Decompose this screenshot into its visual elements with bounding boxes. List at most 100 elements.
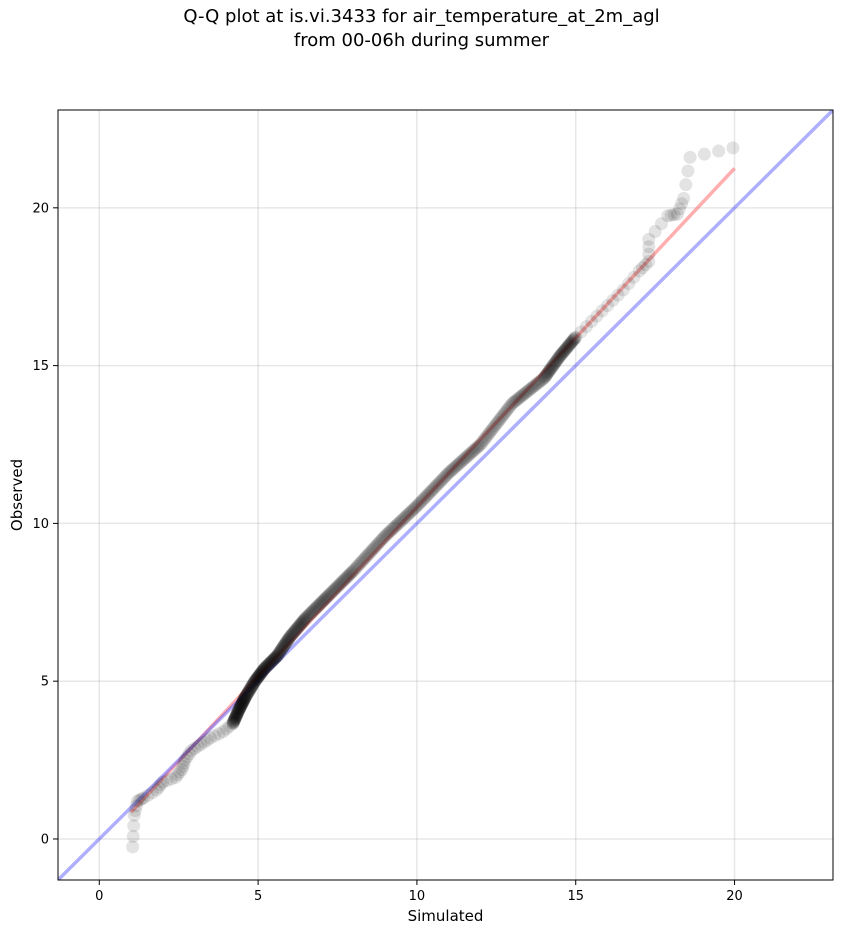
qq-point — [280, 635, 294, 649]
y-tick-label: 0 — [41, 832, 49, 847]
qq-point — [297, 613, 311, 627]
qq-point — [423, 485, 437, 499]
qq-point — [399, 509, 413, 523]
qq-point — [503, 400, 517, 414]
qq-point — [197, 735, 211, 749]
qq-point — [236, 695, 250, 709]
qq-point — [184, 744, 198, 758]
qq-point — [245, 679, 259, 693]
qq-point — [234, 699, 248, 713]
qq-point — [565, 335, 579, 349]
qq-point — [236, 694, 250, 708]
qq-point — [285, 628, 299, 642]
qq-point — [243, 682, 257, 696]
qq-point — [135, 792, 149, 806]
qq-point — [387, 520, 401, 534]
qq-point — [262, 657, 276, 671]
qq-point — [488, 419, 502, 433]
qq-point — [279, 636, 293, 650]
qq-point — [394, 514, 408, 528]
qq-point — [545, 360, 559, 374]
qq-point — [507, 395, 521, 409]
qq-point — [374, 533, 388, 547]
qq-point — [320, 590, 334, 604]
qq-point — [251, 669, 265, 683]
qq-point — [476, 434, 490, 448]
qq-point — [175, 763, 189, 777]
qq-point — [339, 571, 353, 585]
qq-point — [266, 653, 280, 667]
qq-point — [271, 648, 285, 662]
qq-point — [171, 768, 185, 782]
qq-point — [403, 505, 417, 519]
qq-point — [240, 687, 254, 701]
qq-point — [427, 481, 441, 495]
qq-point — [269, 650, 283, 664]
qq-point — [242, 685, 256, 699]
qq-point — [164, 772, 178, 786]
qq-point — [664, 208, 678, 222]
qq-point — [316, 594, 330, 608]
qq-point — [257, 662, 271, 676]
qq-point — [648, 224, 662, 238]
qq-point — [484, 424, 498, 438]
qq-point — [248, 675, 262, 689]
qq-point — [335, 575, 349, 589]
fit-line — [129, 167, 736, 814]
qq-point — [233, 701, 247, 715]
qq-point — [555, 346, 569, 360]
qq-point — [349, 561, 363, 575]
plot-frame — [57, 109, 834, 881]
chart-title: Q-Q plot at is.vi.3433 for air_temperatu… — [183, 6, 660, 27]
qq-point — [324, 586, 338, 600]
qq-point — [233, 700, 247, 714]
qq-point — [434, 474, 448, 488]
qq-point — [542, 365, 556, 379]
qq-point — [239, 689, 253, 703]
qq-point — [274, 643, 288, 657]
qq-point — [558, 343, 572, 357]
qq-point — [421, 488, 435, 502]
qq-point — [230, 708, 244, 722]
qq-point — [569, 330, 583, 344]
qq-point — [240, 687, 254, 701]
x-tick-label: 5 — [254, 889, 262, 904]
qq-point — [435, 473, 449, 487]
qq-point — [173, 765, 187, 779]
qq-point — [244, 681, 258, 695]
qq-point — [237, 692, 251, 706]
qq-point — [513, 390, 527, 404]
qq-point — [440, 467, 454, 481]
qq-point — [288, 624, 302, 638]
qq-point — [540, 368, 554, 382]
qq-point — [524, 382, 538, 396]
qq-point — [194, 737, 208, 751]
qq-point — [395, 513, 409, 527]
qq-point — [458, 452, 472, 466]
qq-point — [226, 716, 240, 730]
qq-point — [315, 595, 329, 609]
qq-point — [287, 624, 301, 638]
qq-point — [667, 208, 681, 222]
qq-point — [282, 631, 296, 645]
qq-point — [428, 480, 442, 494]
qq-point — [317, 593, 331, 607]
qq-point — [679, 178, 693, 192]
qq-point — [532, 375, 546, 389]
qq-point — [245, 679, 259, 693]
qq-point — [223, 719, 237, 733]
qq-point — [154, 778, 168, 792]
qq-point — [325, 585, 339, 599]
qq-point — [456, 453, 470, 467]
qq-point — [497, 407, 511, 421]
qq-point — [229, 709, 243, 723]
qq-point — [675, 197, 689, 211]
qq-point — [672, 202, 686, 216]
qq-point — [263, 656, 277, 670]
qq-point — [258, 661, 272, 675]
qq-point — [265, 654, 279, 668]
qq-point — [290, 621, 304, 635]
qq-point — [555, 347, 569, 361]
qq-point — [487, 420, 501, 434]
qq-point — [530, 376, 544, 390]
